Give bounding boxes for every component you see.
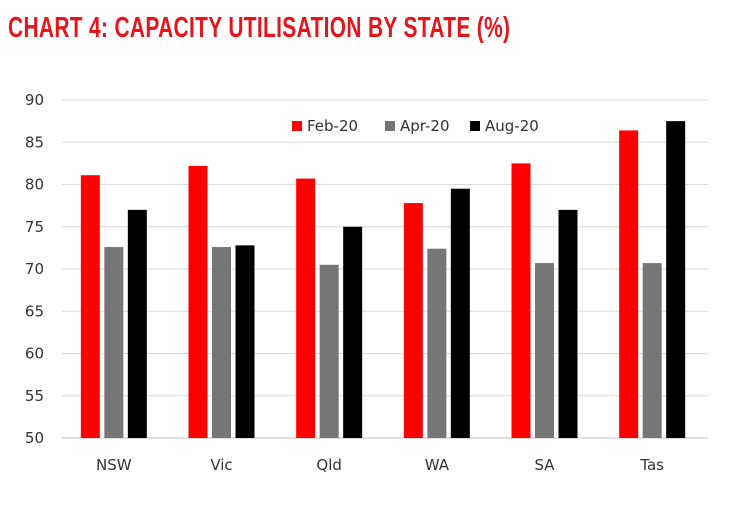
y-tick-label: 60 — [25, 345, 44, 363]
x-tick-label: WA — [425, 456, 450, 474]
bar-feb-20-qld — [296, 178, 316, 438]
legend-swatch — [292, 121, 302, 131]
x-tick-label: Vic — [210, 456, 232, 474]
y-tick-label: 90 — [25, 91, 44, 109]
bar-apr-20-tas — [642, 263, 662, 438]
bar-feb-20-sa — [511, 163, 531, 438]
y-tick-label: 85 — [25, 133, 44, 151]
bar-feb-20-vic — [188, 165, 208, 438]
legend-label: Apr-20 — [400, 117, 450, 135]
bar-feb-20-nsw — [80, 175, 100, 438]
legend-label: Feb-20 — [307, 117, 358, 135]
bar-apr-20-sa — [535, 263, 554, 438]
bar-apr-20-vic — [212, 247, 231, 438]
y-tick-label: 55 — [25, 387, 44, 405]
legend-swatch — [385, 121, 395, 131]
legend-swatch — [470, 121, 480, 131]
bar-feb-20-wa — [403, 203, 423, 438]
chart-title: CHART 4: CAPACITY UTILISATION BY STATE (… — [8, 12, 511, 44]
bar-apr-20-qld — [319, 264, 339, 438]
bar-aug-20-qld — [343, 226, 363, 438]
bar-feb-20-tas — [619, 130, 639, 439]
bar-aug-20-wa — [450, 188, 470, 438]
y-tick-label: 50 — [25, 429, 44, 447]
bar-apr-20-wa — [427, 248, 447, 438]
bar-aug-20-nsw — [127, 209, 147, 438]
bar-apr-20-nsw — [104, 247, 124, 438]
y-tick-label: 70 — [25, 260, 44, 278]
y-tick-label: 75 — [25, 218, 44, 236]
bar-aug-20-sa — [558, 209, 578, 438]
x-tick-label: NSW — [96, 456, 132, 474]
bar-aug-20-tas — [666, 121, 686, 438]
x-tick-label: Tas — [639, 456, 664, 474]
x-tick-label: Qld — [316, 456, 342, 474]
x-tick-label: SA — [534, 456, 555, 474]
legend-label: Aug-20 — [485, 117, 539, 135]
y-tick-label: 80 — [25, 176, 44, 194]
bar-aug-20-vic — [235, 245, 255, 438]
y-tick-label: 65 — [25, 302, 44, 320]
